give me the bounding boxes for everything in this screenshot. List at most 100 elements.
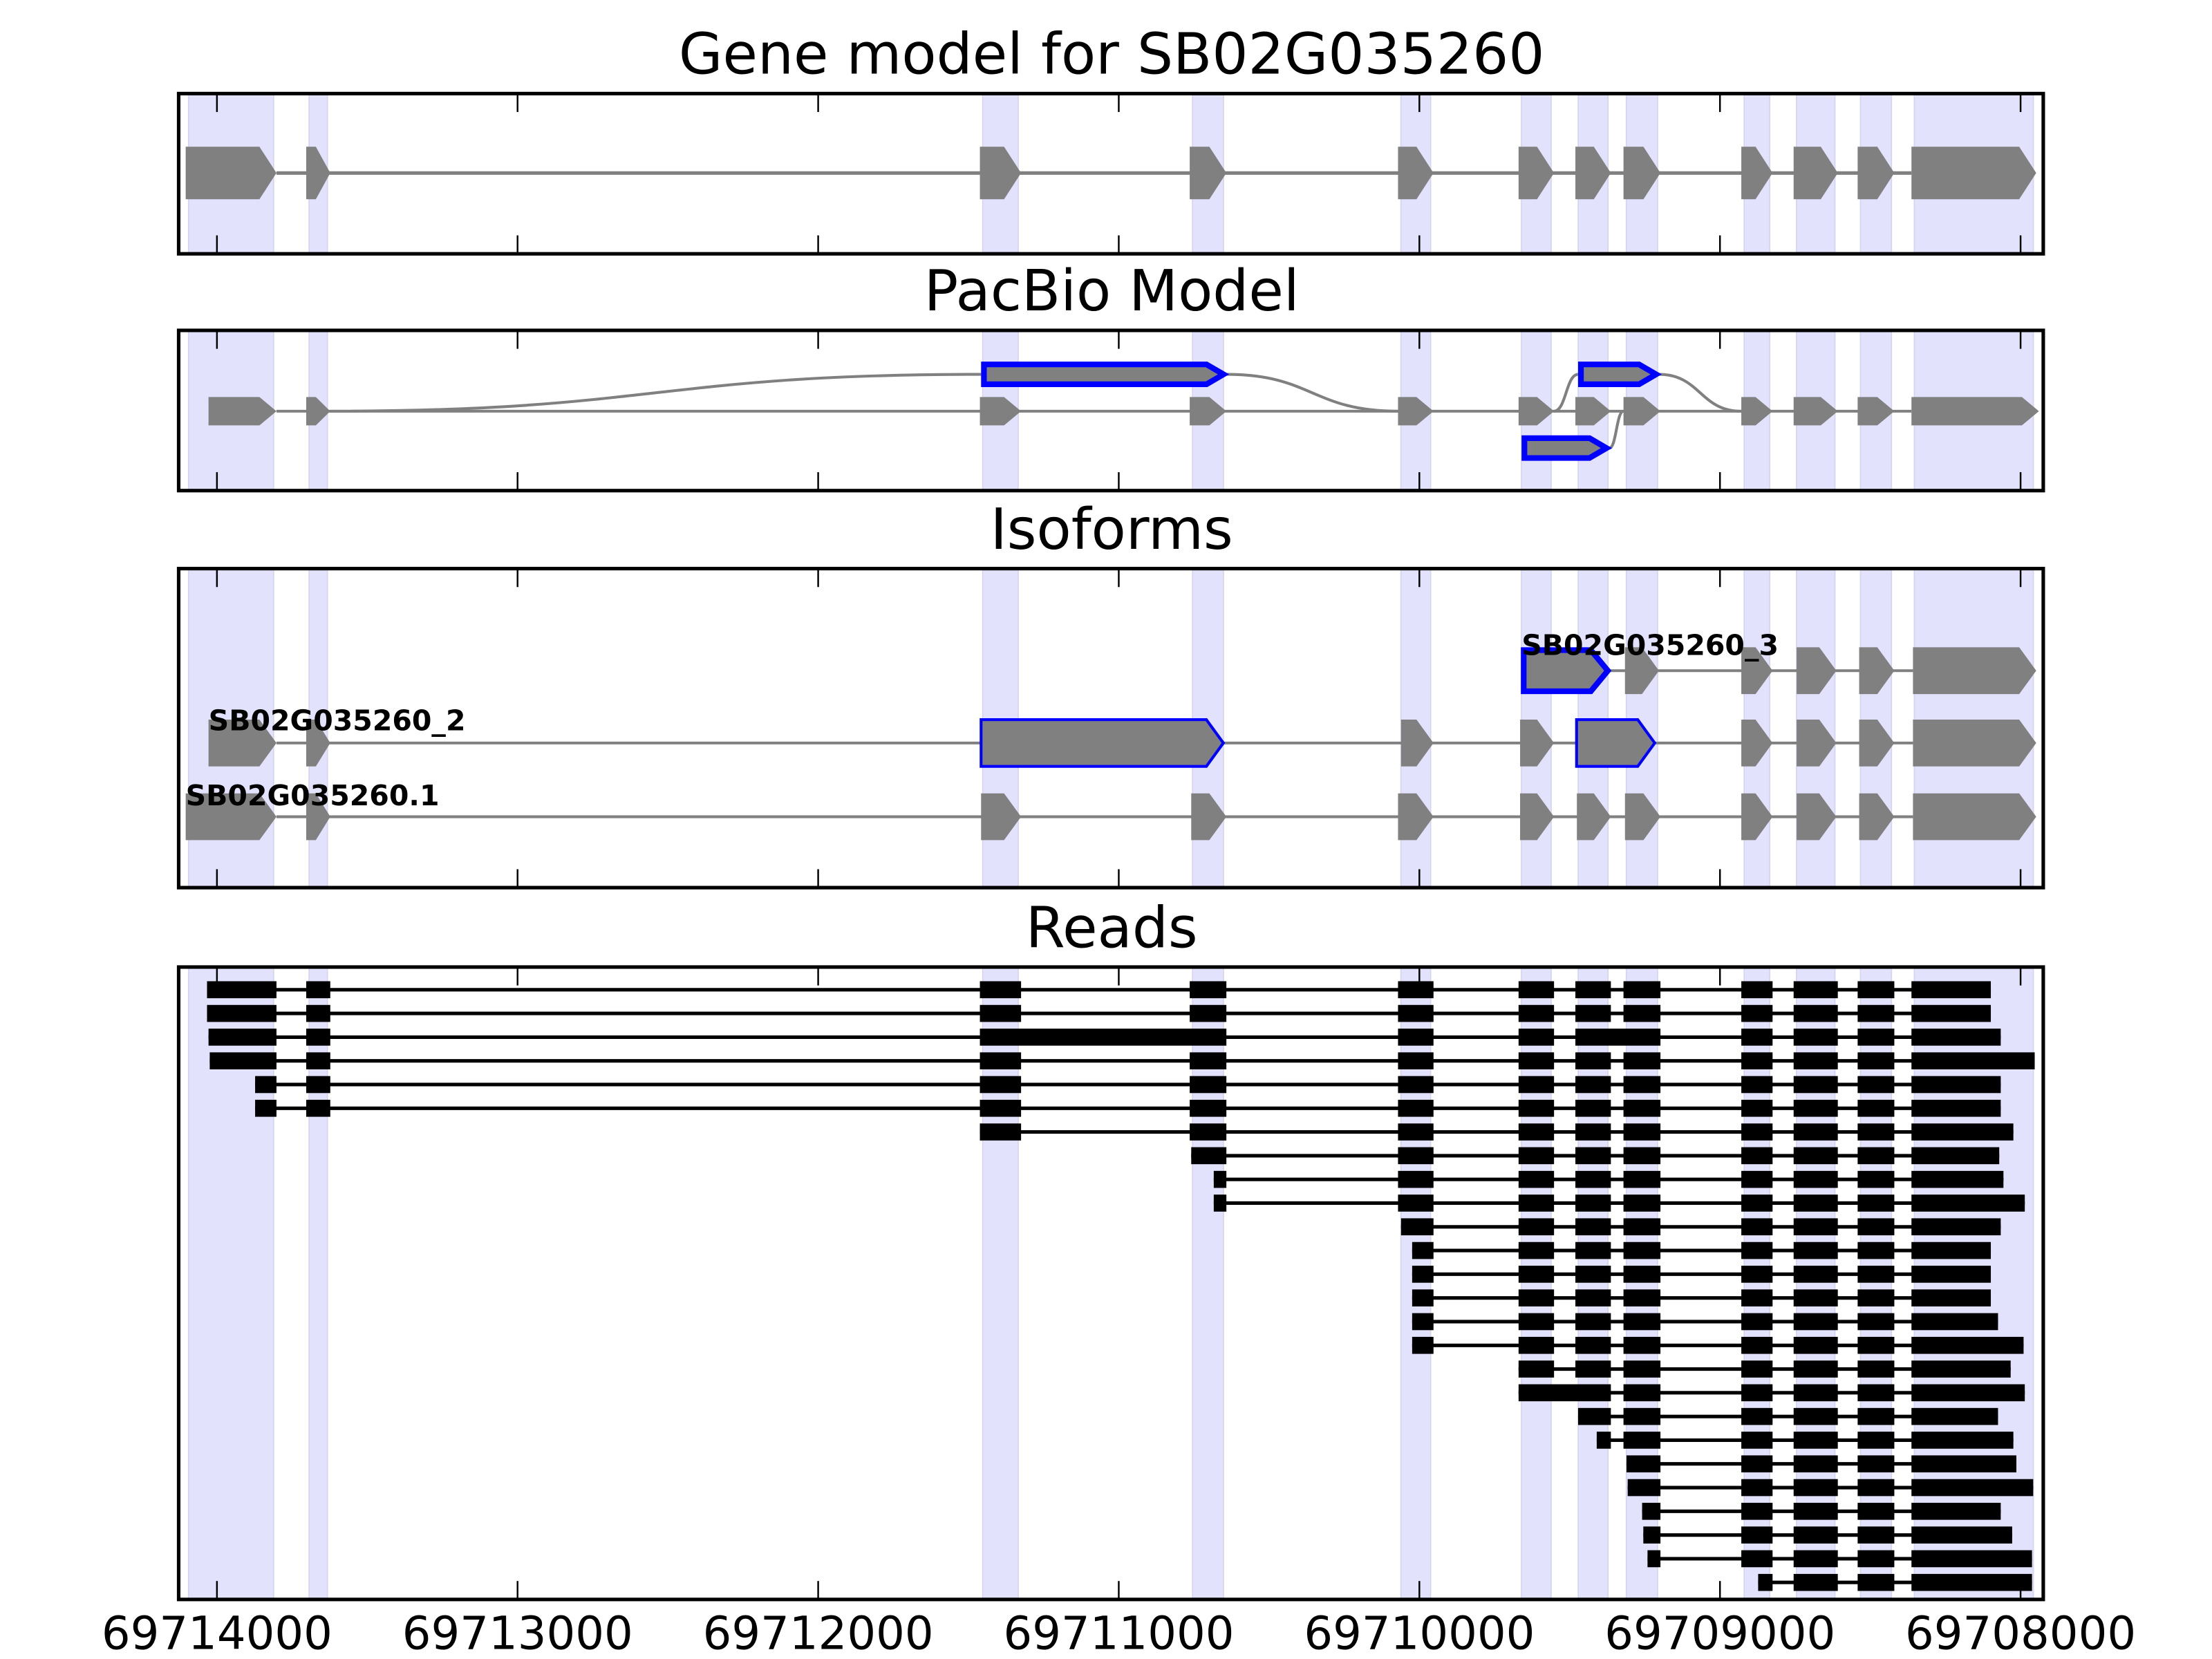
read-block	[306, 1004, 330, 1022]
read-block	[306, 1052, 330, 1069]
read-block	[1911, 1099, 2001, 1117]
read-block	[1575, 1076, 1611, 1094]
read-block	[1623, 1099, 1661, 1117]
isoforms-title: Isoforms	[991, 497, 1233, 563]
read-block	[1857, 1573, 1895, 1591]
read-block	[1518, 1194, 1555, 1212]
x-tick-label: 69710000	[1304, 1608, 1535, 1659]
read-block	[1793, 1266, 1838, 1283]
read-block	[1741, 1479, 1773, 1497]
read-row	[1577, 1407, 1998, 1425]
isoform-exon	[1913, 793, 2036, 841]
read-block	[1857, 1503, 1895, 1520]
read-block	[1190, 1004, 1227, 1022]
read-row	[255, 1076, 2001, 1094]
read-block	[1518, 1076, 1555, 1094]
read-block	[1518, 1336, 1555, 1354]
read-block	[1741, 1170, 1773, 1188]
read-block	[1741, 1123, 1773, 1141]
isoform-exon	[208, 720, 276, 767]
read-block	[1857, 1266, 1895, 1283]
read-block	[1741, 1313, 1773, 1331]
read-row	[1213, 1194, 2025, 1212]
read-block	[1911, 1336, 2024, 1354]
pacbio-exon	[1741, 397, 1773, 426]
read-block	[1857, 1218, 1895, 1236]
gene-model-title: Gene model for SB02G035260	[679, 22, 1545, 88]
isoform-label: SB02G035260_3	[1521, 629, 1779, 662]
read-block	[1518, 1313, 1555, 1331]
read-block	[1741, 1241, 1773, 1259]
read-block	[1911, 1407, 1998, 1425]
gene-model-panel-frame	[176, 91, 2045, 256]
pacbio-exon	[1857, 397, 1895, 426]
read-block	[1911, 1052, 2035, 1069]
read-block	[1857, 1029, 1895, 1046]
read-block	[1518, 1147, 1555, 1165]
read-block	[1623, 1170, 1661, 1188]
read-row	[1412, 1241, 1991, 1259]
isoform-exon	[1797, 647, 1837, 695]
x-tick-label: 69709000	[1604, 1608, 1835, 1659]
read-block	[1518, 1052, 1555, 1069]
isoform-exon	[306, 720, 330, 767]
plot-layer: SB02G035260_3 SB02G035260_2 SB02G035260.1	[176, 91, 2045, 1602]
read-block	[1857, 981, 1895, 999]
isoform-exon	[1741, 720, 1773, 767]
read-block	[1857, 1289, 1895, 1306]
read-block	[1793, 1194, 1838, 1212]
read-block	[1741, 1194, 1773, 1212]
read-block	[1793, 1336, 1838, 1354]
read-block	[1741, 1360, 1773, 1378]
read-block	[1793, 1360, 1838, 1378]
read-block	[1911, 1218, 2001, 1236]
isoform-exon	[306, 793, 330, 841]
read-block	[1911, 1526, 2012, 1544]
read-block	[1857, 1194, 1895, 1212]
read-row	[1412, 1289, 1991, 1306]
read-block	[1190, 981, 1227, 999]
read-block	[1911, 1289, 1991, 1306]
reads-exon-shade	[308, 966, 328, 1600]
read-block	[1857, 1384, 1895, 1402]
isoform-label: SB02G035260_2	[209, 704, 466, 737]
pacbio-exon	[1518, 397, 1555, 426]
read-block	[1857, 1313, 1895, 1331]
read-block	[1857, 1147, 1895, 1165]
gene-model-exon	[1190, 147, 1227, 200]
read-row	[1627, 1479, 2034, 1497]
read-block	[1398, 1123, 1434, 1141]
read-block	[1518, 1266, 1555, 1283]
read-block	[1575, 1029, 1661, 1046]
read-block	[1741, 981, 1773, 999]
read-row	[980, 1123, 2014, 1141]
read-row	[1596, 1432, 2014, 1449]
read-block	[1190, 1123, 1227, 1141]
isoform-exon	[981, 793, 1022, 841]
read-block	[1642, 1503, 1661, 1520]
read-block	[1911, 1241, 1991, 1259]
read-block	[1911, 1170, 2004, 1188]
read-block	[1575, 1147, 1611, 1165]
read-row	[1647, 1550, 2032, 1568]
read-block	[1623, 1123, 1661, 1141]
read-block	[1518, 1170, 1555, 1188]
read-block	[1911, 1432, 2014, 1449]
isoform-exon	[1400, 720, 1434, 767]
pacbio-alt-exon-highlighted	[981, 362, 1230, 387]
reads-exon-shade	[187, 966, 274, 1600]
read-block	[1857, 1336, 1895, 1354]
reads-title: Reads	[1026, 895, 1198, 961]
read-block	[980, 1004, 1022, 1022]
read-block	[1857, 1123, 1895, 1141]
read-row	[1400, 1218, 2001, 1236]
x-tick-label: 69712000	[703, 1608, 934, 1659]
isoform-exon	[1797, 720, 1837, 767]
read-block	[980, 1076, 1022, 1094]
read-block	[1857, 1241, 1895, 1259]
read-row	[1213, 1170, 2004, 1188]
pacbio-splice-curve	[330, 373, 982, 413]
read-block	[1575, 1099, 1611, 1117]
read-block	[306, 981, 330, 999]
read-block	[1857, 1455, 1895, 1473]
